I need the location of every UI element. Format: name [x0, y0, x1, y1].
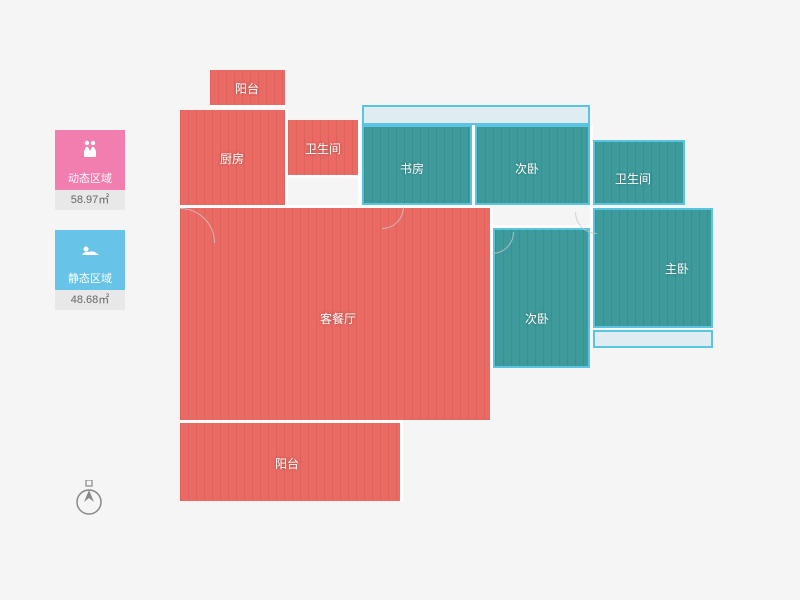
- room-master: [593, 208, 713, 328]
- room-label-kitchen: 厨房: [220, 150, 244, 167]
- legend-dynamic-value: 58.97㎡: [55, 190, 125, 210]
- compass-icon: [74, 480, 104, 516]
- room-label-master: 主卧: [665, 260, 689, 277]
- wall-3: [472, 125, 475, 205]
- floorplan-canvas: 阳台厨房卫生间玄关客餐厅阳台书房次卧卫生间主卧次卧: [180, 70, 740, 530]
- legend-static-label: 静态区域: [55, 268, 125, 290]
- room-label-bath1: 卫生间: [305, 140, 341, 157]
- legend-static: 静态区域 48.68㎡: [55, 230, 125, 310]
- legend-static-value: 48.68㎡: [55, 290, 125, 310]
- room-label-balcony_top: 阳台: [235, 80, 259, 97]
- window-glow-1: [593, 330, 713, 348]
- legend-dynamic-label: 动态区域: [55, 168, 125, 190]
- room-label-bath2: 卫生间: [615, 170, 651, 187]
- people-icon: [55, 130, 125, 168]
- window-glow-0: [362, 105, 590, 125]
- legend-panel: 动态区域 58.97㎡ 静态区域 48.68㎡: [55, 130, 125, 330]
- wall-8: [400, 420, 403, 501]
- wall-2: [358, 120, 361, 205]
- wall-9: [210, 105, 285, 108]
- wall-7: [180, 420, 400, 423]
- legend-dynamic: 动态区域 58.97㎡: [55, 130, 125, 210]
- wall-10: [288, 175, 358, 178]
- wall-1: [180, 205, 490, 208]
- room-label-secbed2: 次卧: [525, 310, 549, 327]
- wall-0: [285, 110, 288, 205]
- room-label-study: 书房: [400, 160, 424, 177]
- room-label-balcony_bot: 阳台: [275, 455, 299, 472]
- wall-6: [490, 225, 590, 228]
- room-label-living: 客餐厅: [320, 310, 356, 327]
- room-label-secbed1: 次卧: [515, 160, 539, 177]
- sleep-icon: [55, 230, 125, 268]
- room-secbed2: [493, 228, 590, 368]
